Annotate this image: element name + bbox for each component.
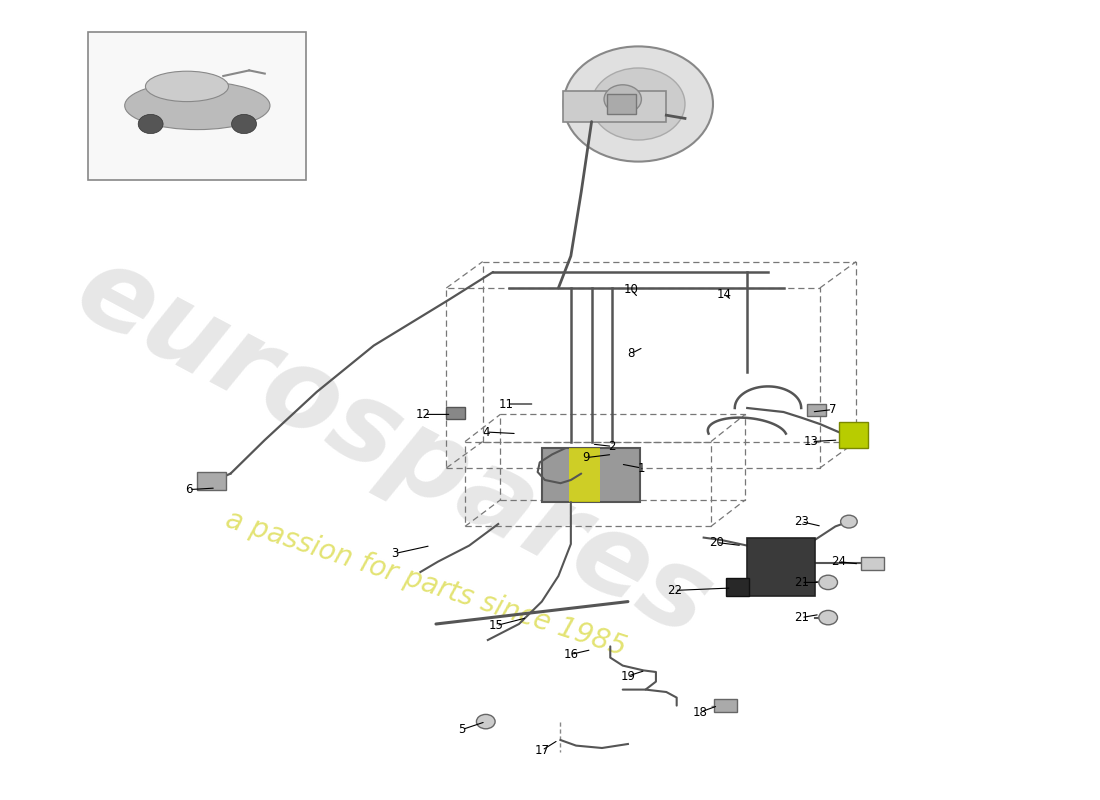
Bar bbox=[861, 557, 884, 570]
Text: 15: 15 bbox=[488, 619, 504, 632]
Bar bbox=[807, 404, 826, 416]
Circle shape bbox=[563, 46, 713, 162]
Bar bbox=[562, 91, 667, 122]
Circle shape bbox=[818, 610, 837, 625]
Text: 22: 22 bbox=[667, 584, 682, 597]
Bar bbox=[542, 448, 640, 502]
Text: 8: 8 bbox=[627, 347, 635, 360]
Text: 1: 1 bbox=[638, 462, 646, 474]
Text: 16: 16 bbox=[563, 648, 579, 661]
Text: 13: 13 bbox=[804, 435, 820, 448]
Text: 9: 9 bbox=[583, 451, 591, 464]
Text: 11: 11 bbox=[499, 398, 514, 410]
Text: 7: 7 bbox=[828, 403, 836, 416]
Bar bbox=[714, 699, 737, 712]
Text: 23: 23 bbox=[794, 515, 808, 528]
Bar bbox=[447, 407, 465, 419]
Ellipse shape bbox=[145, 71, 229, 102]
Text: 21: 21 bbox=[794, 576, 808, 589]
Bar bbox=[726, 578, 749, 596]
Text: 10: 10 bbox=[624, 283, 638, 296]
Text: 12: 12 bbox=[416, 408, 431, 421]
Text: 5: 5 bbox=[459, 723, 465, 736]
Text: 20: 20 bbox=[708, 536, 724, 549]
Circle shape bbox=[232, 114, 256, 134]
Text: eurospares: eurospares bbox=[59, 236, 729, 660]
Circle shape bbox=[604, 85, 641, 114]
Circle shape bbox=[476, 714, 495, 729]
Circle shape bbox=[840, 515, 857, 528]
Bar bbox=[569, 448, 600, 502]
Bar bbox=[197, 472, 227, 490]
Bar bbox=[747, 538, 815, 596]
Text: 14: 14 bbox=[717, 288, 732, 301]
Text: a passion for parts since 1985: a passion for parts since 1985 bbox=[222, 506, 629, 662]
Text: 6: 6 bbox=[185, 483, 192, 496]
Bar bbox=[838, 422, 868, 448]
Text: 18: 18 bbox=[693, 706, 708, 718]
Text: 3: 3 bbox=[390, 547, 398, 560]
Bar bbox=[88, 32, 306, 180]
Text: 21: 21 bbox=[794, 611, 808, 624]
Text: 24: 24 bbox=[830, 555, 846, 568]
Circle shape bbox=[139, 114, 163, 134]
Circle shape bbox=[592, 68, 685, 140]
Text: 4: 4 bbox=[482, 426, 490, 438]
Text: 2: 2 bbox=[608, 440, 616, 453]
Circle shape bbox=[818, 575, 837, 590]
Bar bbox=[607, 94, 636, 114]
Ellipse shape bbox=[124, 82, 270, 130]
Text: 19: 19 bbox=[620, 670, 636, 682]
Text: 17: 17 bbox=[535, 744, 549, 757]
